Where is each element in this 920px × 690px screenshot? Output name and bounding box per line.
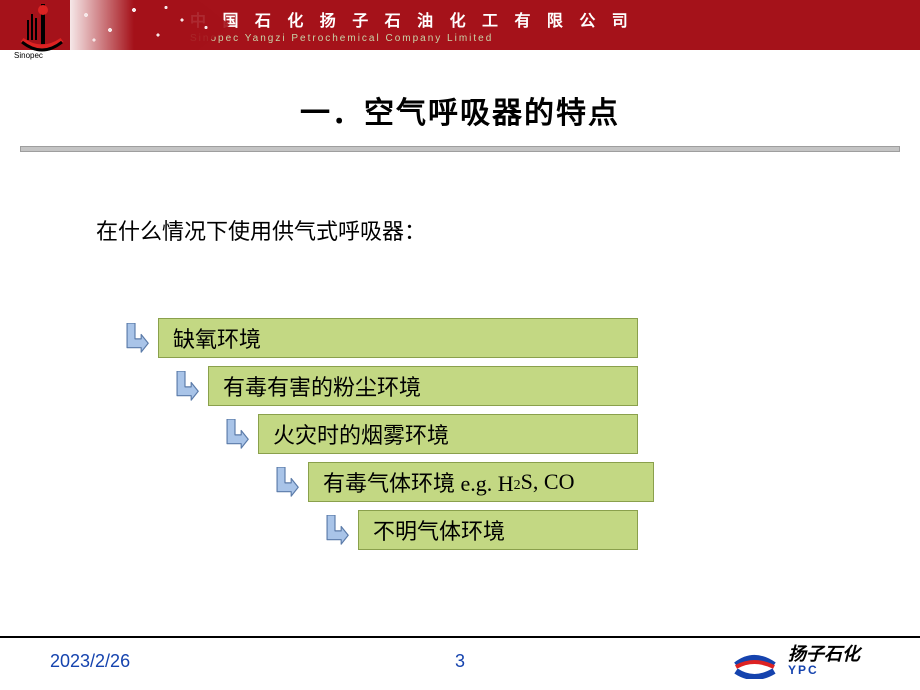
footer-date: 2023/2/26 — [50, 651, 130, 672]
list-item: 有毒气体环境 e.g. H2S, CO — [270, 462, 654, 502]
list-item-box: 有毒气体环境 e.g. H2S, CO — [308, 462, 654, 502]
list-item: 火灾时的烟雾环境 — [220, 414, 654, 454]
header-pattern — [70, 0, 230, 50]
divider — [20, 146, 900, 152]
bent-arrow-icon — [170, 371, 200, 401]
list-item-box: 不明气体环境 — [358, 510, 638, 550]
list-item: 缺氧环境 — [120, 318, 654, 358]
footer-page: 3 — [455, 651, 465, 672]
footer-logo-text: 扬子石化 — [788, 645, 860, 663]
footer-logo: 扬子石化 YPC — [732, 643, 860, 679]
header-bar: Sinopec 中 国 石 化 扬 子 石 油 化 工 有 限 公 司 Sino… — [0, 0, 920, 50]
intro-text: 在什么情况下使用供气式呼吸器： — [96, 214, 920, 246]
bent-arrow-icon — [270, 467, 300, 497]
list-item: 不明气体环境 — [320, 510, 654, 550]
bent-arrow-icon — [220, 419, 250, 449]
scenario-list: 缺氧环境有毒有害的粉尘环境火灾时的烟雾环境有毒气体环境 e.g. H2S, CO… — [120, 318, 654, 558]
list-item: 有毒有害的粉尘环境 — [170, 366, 654, 406]
bent-arrow-icon — [120, 323, 150, 353]
bent-arrow-icon — [320, 515, 350, 545]
company-logo-icon: Sinopec — [8, 2, 68, 60]
header-text: 中 国 石 化 扬 子 石 油 化 工 有 限 公 司 Sinopec Yang… — [190, 7, 634, 44]
svg-text:Sinopec: Sinopec — [14, 51, 43, 60]
slide-title: 一．空气呼吸器的特点 — [0, 88, 920, 132]
ypc-logo-icon — [732, 643, 778, 679]
list-item-box: 有毒有害的粉尘环境 — [208, 366, 638, 406]
list-item-box: 火灾时的烟雾环境 — [258, 414, 638, 454]
company-name-en: Sinopec Yangzi Petrochemical Company Lim… — [190, 33, 634, 44]
footer: 2023/2/26 3 扬子石化 YPC — [0, 636, 920, 684]
company-name-cn: 中 国 石 化 扬 子 石 油 化 工 有 限 公 司 — [190, 7, 634, 31]
list-item-box: 缺氧环境 — [158, 318, 638, 358]
footer-logo-sub: YPC — [788, 663, 860, 677]
